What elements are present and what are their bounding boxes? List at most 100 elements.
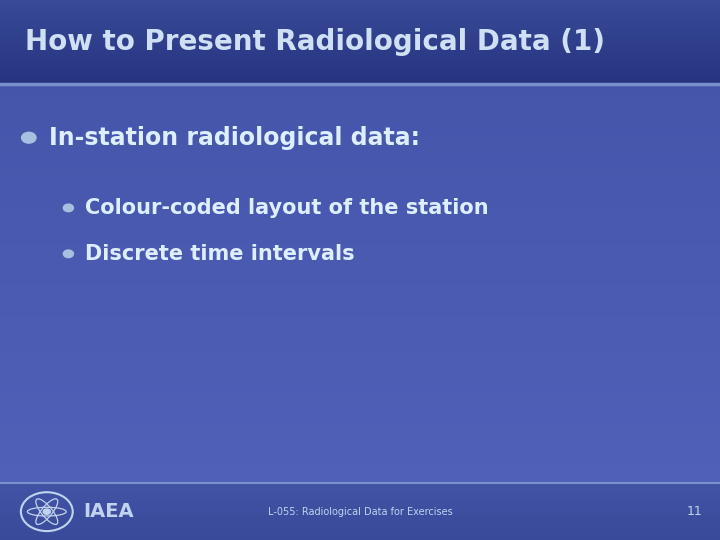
Bar: [0, 443, 720, 450]
Bar: [0, 483, 720, 485]
Bar: [0, 297, 720, 303]
Text: L-055: Radiological Data for Exercises: L-055: Radiological Data for Exercises: [268, 507, 452, 517]
Bar: [0, 502, 720, 504]
Bar: [0, 42, 720, 44]
Bar: [0, 110, 720, 117]
Bar: [0, 527, 720, 529]
Bar: [0, 12, 720, 14]
Bar: [0, 244, 720, 250]
Bar: [0, 270, 720, 277]
Bar: [0, 53, 720, 55]
Bar: [0, 437, 720, 443]
Bar: [0, 491, 720, 492]
Bar: [0, 417, 720, 423]
Bar: [0, 506, 720, 508]
Bar: [0, 277, 720, 284]
Bar: [0, 64, 720, 65]
Bar: [0, 45, 720, 47]
Bar: [0, 197, 720, 204]
Bar: [0, 124, 720, 130]
Bar: [0, 29, 720, 30]
Circle shape: [63, 250, 73, 258]
Bar: [0, 65, 720, 67]
Bar: [0, 217, 720, 224]
Bar: [0, 530, 720, 532]
Bar: [0, 330, 720, 337]
Bar: [0, 57, 720, 59]
Bar: [0, 250, 720, 257]
Bar: [0, 90, 720, 97]
Bar: [0, 487, 720, 489]
Bar: [0, 10, 720, 12]
Bar: [0, 477, 720, 483]
Bar: [0, 69, 720, 70]
Text: Colour-coded layout of the station: Colour-coded layout of the station: [85, 198, 489, 218]
Bar: [0, 84, 720, 90]
Bar: [0, 70, 720, 72]
Bar: [0, 498, 720, 500]
Bar: [0, 25, 720, 27]
Bar: [0, 177, 720, 184]
Bar: [0, 59, 720, 60]
Bar: [0, 77, 720, 79]
Text: How to Present Radiological Data (1): How to Present Radiological Data (1): [25, 28, 606, 56]
Bar: [0, 32, 720, 33]
Bar: [0, 357, 720, 363]
Bar: [0, 60, 720, 62]
Bar: [0, 390, 720, 397]
Bar: [0, 317, 720, 323]
Text: In-station radiological data:: In-station radiological data:: [49, 126, 420, 150]
Bar: [0, 529, 720, 530]
Bar: [0, 237, 720, 244]
Circle shape: [43, 509, 50, 514]
Bar: [0, 532, 720, 535]
Bar: [0, 137, 720, 144]
Bar: [0, 210, 720, 217]
Bar: [0, 20, 720, 22]
Bar: [0, 450, 720, 457]
Bar: [0, 363, 720, 370]
Circle shape: [22, 132, 36, 143]
Bar: [0, 397, 720, 403]
Bar: [0, 284, 720, 290]
Bar: [0, 30, 720, 32]
Bar: [0, 310, 720, 317]
Bar: [0, 377, 720, 383]
Bar: [0, 383, 720, 390]
Bar: [0, 2, 720, 3]
Bar: [0, 457, 720, 463]
Bar: [0, 204, 720, 210]
Bar: [0, 49, 720, 50]
Bar: [0, 500, 720, 502]
Bar: [0, 0, 720, 2]
Bar: [0, 104, 720, 110]
Bar: [0, 37, 720, 38]
Bar: [0, 47, 720, 49]
Bar: [0, 38, 720, 40]
Bar: [0, 17, 720, 18]
Bar: [0, 470, 720, 477]
Bar: [0, 519, 720, 521]
Bar: [0, 3, 720, 5]
Bar: [0, 508, 720, 510]
Bar: [0, 190, 720, 197]
Bar: [0, 22, 720, 23]
Bar: [0, 515, 720, 517]
Bar: [0, 290, 720, 297]
Bar: [0, 73, 720, 76]
Bar: [0, 350, 720, 357]
Bar: [0, 430, 720, 437]
Bar: [0, 230, 720, 237]
Bar: [0, 33, 720, 35]
Text: Discrete time intervals: Discrete time intervals: [85, 244, 354, 264]
Bar: [0, 144, 720, 150]
Bar: [0, 76, 720, 77]
Bar: [0, 514, 720, 515]
Bar: [0, 489, 720, 491]
Bar: [0, 79, 720, 80]
Bar: [0, 224, 720, 230]
Bar: [0, 463, 720, 470]
Bar: [0, 538, 720, 540]
Bar: [0, 512, 720, 514]
Bar: [0, 523, 720, 525]
